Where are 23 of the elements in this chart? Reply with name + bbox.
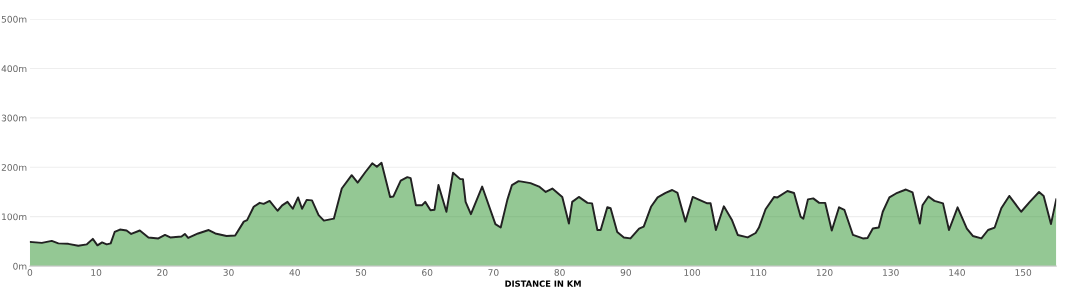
x-tick-label: 10 [91, 269, 102, 276]
x-tick-label: 150 [1015, 269, 1032, 276]
x-tick-label: 40 [289, 269, 300, 276]
x-tick-label: 130 [883, 269, 899, 276]
x-tick-label: 90 [620, 269, 631, 276]
x-tick-label: 30 [223, 269, 234, 276]
y-tick-label: 0m [13, 262, 27, 270]
x-tick-label: 50 [355, 269, 367, 276]
x-tick-label: 0 [27, 269, 33, 276]
x-tick-label: 120 [816, 269, 833, 276]
y-tick-label: 100m [2, 213, 27, 221]
y-tick-label: 200m [1, 164, 27, 171]
x-tick-label: 20 [157, 269, 168, 276]
x-tick-label: 70 [488, 269, 499, 276]
x-axis-title: DISTANCE IN KM [505, 280, 581, 287]
x-tick-label: 110 [750, 269, 767, 276]
y-tick-label: 400m [1, 65, 27, 73]
x-tick-label: 140 [949, 269, 965, 276]
x-tick-label: 60 [422, 269, 433, 276]
y-tick-label: 500m [1, 15, 27, 23]
y-tick-label: 300m [1, 114, 27, 122]
x-tick-label: 100 [684, 269, 701, 276]
x-tick-label: 80 [554, 269, 565, 276]
